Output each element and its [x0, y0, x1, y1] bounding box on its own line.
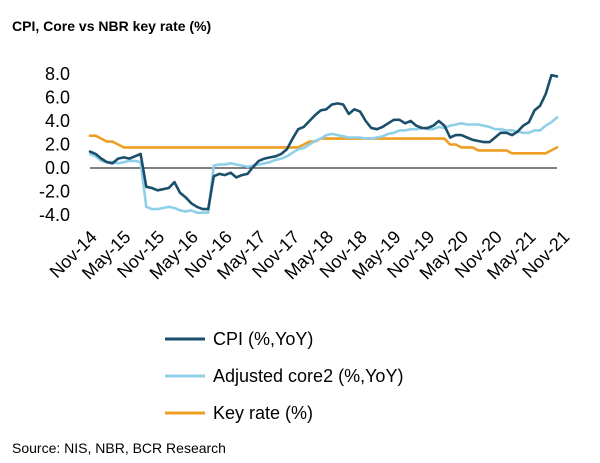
series-line-0: [88, 73, 559, 211]
legend: CPI (%,YoY) Adjusted core2 (%,YoY) Key rat…: [165, 329, 403, 423]
series-line-2: [88, 134, 559, 155]
legend-label-1: Adjusted core2 (%,YoY): [213, 366, 403, 386]
source-note: Source: NIS, NBR, BCR Research: [12, 440, 226, 456]
series-line-1: [88, 116, 559, 214]
legend-label-2: Key rate (%): [213, 403, 313, 423]
y-tick-label: 0.0: [45, 158, 70, 178]
y-axis-ticks: 8.0 6.0 4.0 2.0 0.0 -2.0 -4.0: [39, 64, 70, 225]
y-tick-label: 2.0: [45, 135, 70, 155]
x-axis-ticks: Nov-14May-15Nov-15May-16Nov-16May-17Nov-…: [46, 227, 574, 284]
y-tick-label: 8.0: [45, 64, 70, 84]
y-tick-label: 4.0: [45, 111, 70, 131]
y-tick-label: 6.0: [45, 88, 70, 108]
chart-title: CPI, Core vs NBR key rate (%): [12, 18, 212, 34]
legend-label-0: CPI (%,YoY): [213, 329, 313, 349]
y-tick-label: -2.0: [39, 182, 70, 202]
y-tick-label: -4.0: [39, 205, 70, 225]
series-lines: [88, 73, 559, 214]
